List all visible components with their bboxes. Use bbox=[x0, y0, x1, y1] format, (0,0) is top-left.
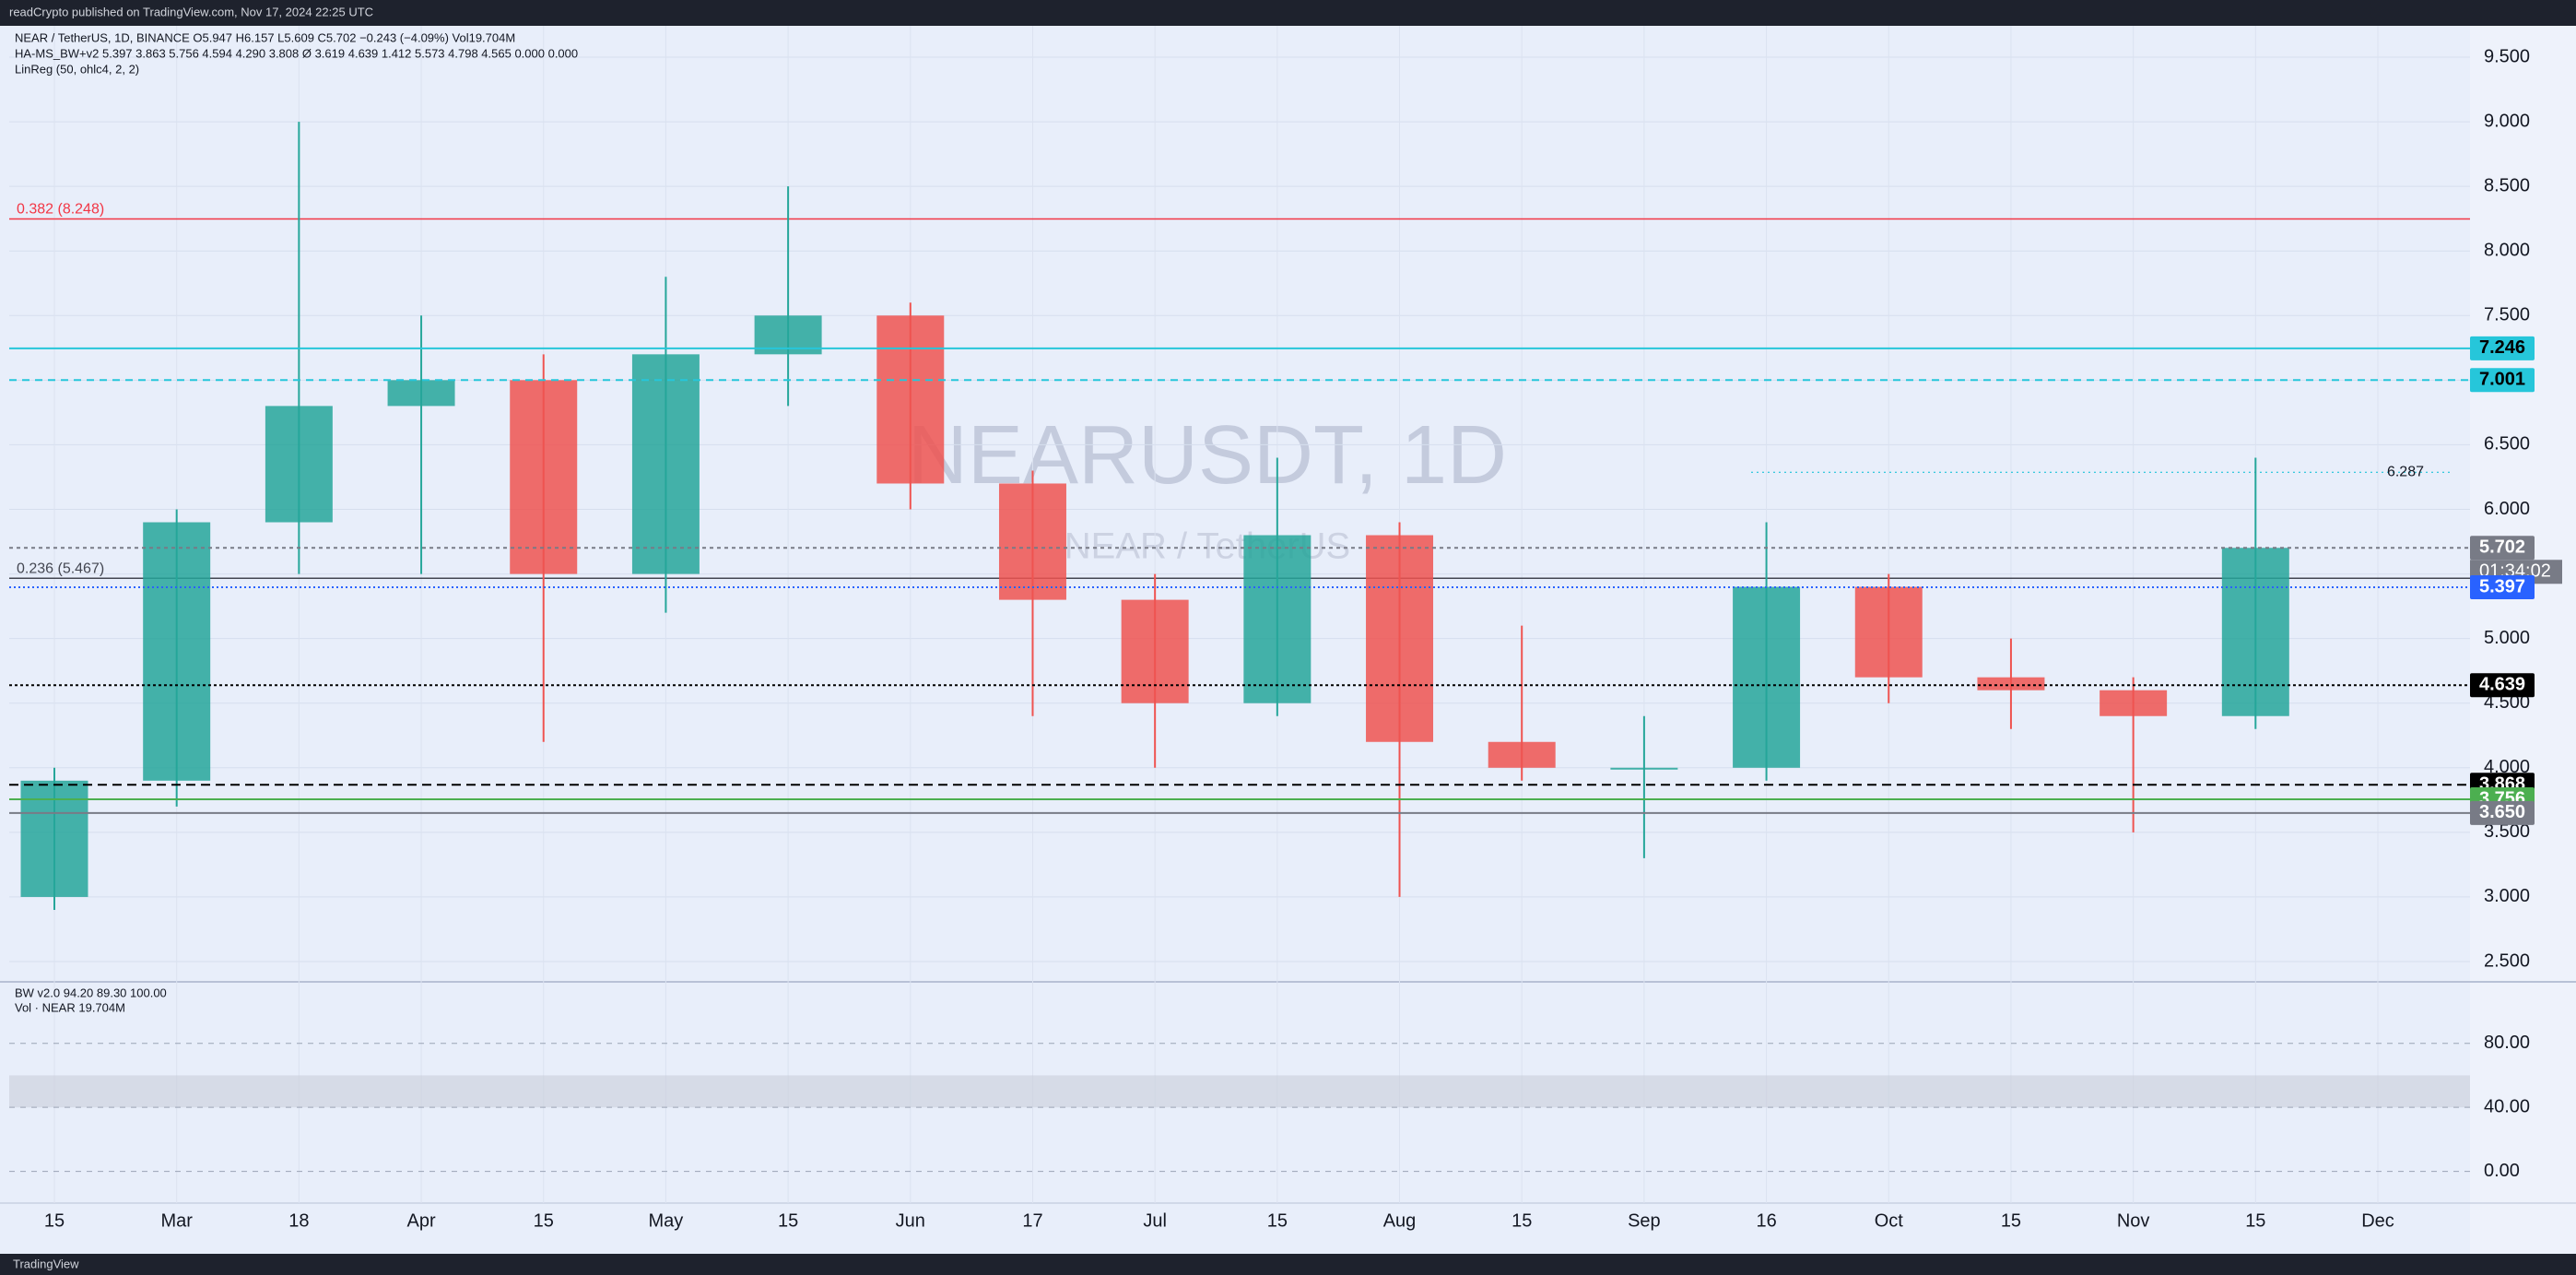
x-tick-label: 17 bbox=[1022, 1210, 1042, 1231]
x-tick-label: 18 bbox=[288, 1210, 309, 1231]
candle-body bbox=[1366, 535, 1434, 742]
x-tick-label: Apr bbox=[406, 1210, 435, 1231]
brand: TradingView bbox=[13, 1257, 79, 1270]
level-tag bbox=[2470, 368, 2535, 393]
level-tag-label: 5.702 bbox=[2479, 537, 2525, 558]
level-tag bbox=[2470, 575, 2535, 600]
y-tick-label: 6.500 bbox=[2484, 434, 2530, 455]
y-tick-label: 9.500 bbox=[2484, 46, 2530, 66]
x-tick-label: Oct bbox=[1875, 1210, 1904, 1231]
level-tag bbox=[2470, 536, 2535, 561]
candle-body bbox=[510, 380, 578, 574]
level-tag bbox=[2470, 336, 2535, 360]
y-tick-label: 9.000 bbox=[2484, 111, 2530, 131]
x-tick-label: Nov bbox=[2117, 1210, 2150, 1231]
candle-body bbox=[1243, 535, 1312, 703]
x-tick-label: Jul bbox=[1143, 1210, 1167, 1231]
price-scale bbox=[2470, 26, 2576, 1254]
candle-body bbox=[143, 522, 211, 781]
x-tick-label: 16 bbox=[1756, 1210, 1776, 1231]
level-tag-label: 3.650 bbox=[2479, 802, 2525, 822]
x-tick-label: May bbox=[649, 1210, 684, 1231]
osc-legend: Vol · NEAR 19.704M bbox=[15, 1000, 125, 1014]
watermark: NEARUSDT, 1D bbox=[908, 409, 1507, 502]
candle-body bbox=[631, 354, 700, 574]
x-tick-label: 15 bbox=[1267, 1210, 1288, 1231]
candle-body bbox=[2100, 690, 2168, 716]
x-tick-label: 15 bbox=[2245, 1210, 2265, 1231]
y-tick-label: 40.00 bbox=[2484, 1096, 2530, 1116]
y-tick-label: 7.500 bbox=[2484, 305, 2530, 325]
fib-label: 0.236 (5.467) bbox=[17, 561, 104, 576]
y-tick-label: 0.00 bbox=[2484, 1161, 2520, 1181]
x-tick-label: Dec bbox=[2361, 1210, 2394, 1231]
candle-body bbox=[20, 780, 88, 897]
y-tick-label: 3.500 bbox=[2484, 821, 2530, 842]
y-tick-label: 8.500 bbox=[2484, 175, 2530, 195]
candle-body bbox=[1488, 741, 1556, 768]
y-tick-label: 2.500 bbox=[2484, 950, 2530, 971]
y-tick-label: 5.000 bbox=[2484, 628, 2530, 648]
x-tick-label: Jun bbox=[896, 1210, 925, 1231]
y-tick-label: 4.500 bbox=[2484, 692, 2530, 713]
candle-body bbox=[1610, 767, 1678, 770]
legend-line: LinReg (50, ohlc4, 2, 2) bbox=[15, 62, 139, 76]
top-bar bbox=[0, 0, 2576, 26]
candle-body bbox=[998, 483, 1066, 600]
x-tick-label: 15 bbox=[44, 1210, 65, 1231]
x-tick-label: 15 bbox=[1511, 1210, 1532, 1231]
x-tick-label: Mar bbox=[160, 1210, 193, 1231]
y-tick-label: 80.00 bbox=[2484, 1033, 2530, 1053]
bottom-bar bbox=[0, 1254, 2576, 1275]
candle-body bbox=[1977, 677, 2045, 691]
level-tag-label: 7.001 bbox=[2479, 369, 2525, 389]
candle-body bbox=[2221, 548, 2289, 716]
y-tick-label: 6.000 bbox=[2484, 499, 2530, 519]
x-tick-label: 15 bbox=[534, 1210, 554, 1231]
level-tag-label: 4.639 bbox=[2479, 675, 2525, 695]
published: readCrypto published on TradingView.com,… bbox=[9, 5, 373, 18]
candle-body bbox=[1854, 586, 1923, 678]
x-tick-label: Sep bbox=[1628, 1210, 1661, 1231]
x-tick-label: Aug bbox=[1383, 1210, 1417, 1231]
candle-body bbox=[1733, 586, 1801, 768]
x-tick-label: 15 bbox=[2001, 1210, 2021, 1231]
osc-legend: BW v2.0 94.20 89.30 100.00 bbox=[15, 986, 167, 999]
fib-label: 0.382 (8.248) bbox=[17, 202, 104, 218]
candle-body bbox=[387, 380, 455, 407]
legend-line: NEAR / TetherUS, 1D, BINANCE O5.947 H6.1… bbox=[15, 30, 515, 44]
candle-body bbox=[265, 406, 333, 523]
x-tick-label: 15 bbox=[778, 1210, 798, 1231]
candle-body bbox=[876, 315, 945, 484]
legend-line: HA-MS_BW+v2 5.397 3.863 5.756 4.594 4.29… bbox=[15, 46, 578, 60]
candle-body bbox=[1121, 599, 1189, 703]
level-tag-label: 5.397 bbox=[2479, 576, 2525, 596]
y-tick-label: 4.000 bbox=[2484, 757, 2530, 777]
y-tick-label: 8.000 bbox=[2484, 240, 2530, 260]
y-tick-label: 3.000 bbox=[2484, 886, 2530, 906]
price-note-label: 6.287 bbox=[2387, 464, 2424, 479]
level-tag bbox=[2470, 800, 2535, 825]
osc-band bbox=[9, 1075, 2470, 1108]
level-tag-label: 7.246 bbox=[2479, 337, 2525, 358]
level-tag bbox=[2470, 673, 2535, 698]
